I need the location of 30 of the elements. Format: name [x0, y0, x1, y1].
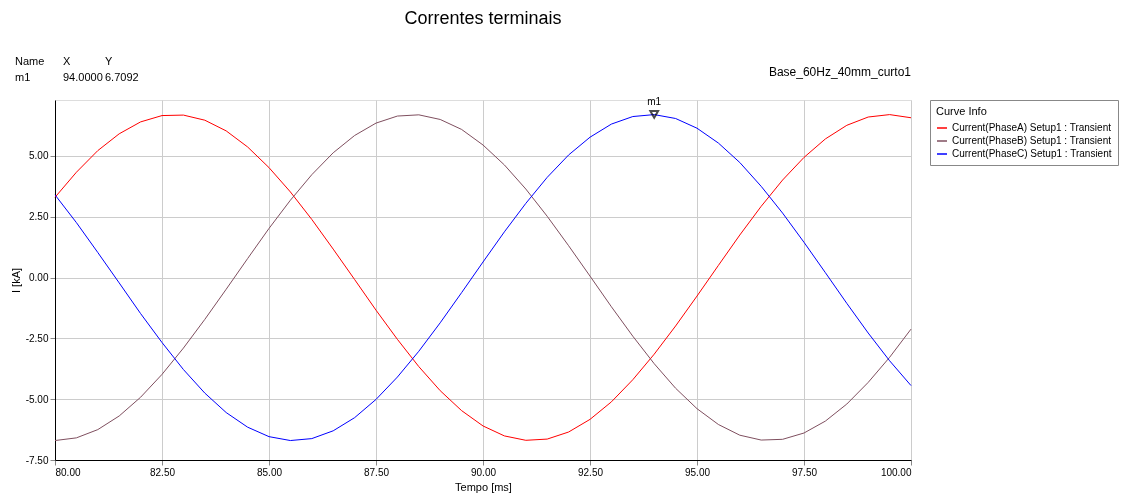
y-tick-label: 0.00 — [29, 272, 49, 284]
legend-label: Current(PhaseA) Setup1 : Transient — [952, 122, 1112, 133]
x-tick-label: 80.00 — [55, 466, 81, 478]
y-tick-label: 5.00 — [29, 150, 49, 162]
x-tick-label: 85.00 — [256, 466, 283, 478]
y-axis-title: I [kA] — [9, 267, 22, 294]
legend-title: Curve Info — [936, 105, 987, 117]
annotation: m1 — [647, 96, 662, 108]
chart-title: Correntes terminais — [404, 8, 562, 28]
y-tick-label: -5.00 — [25, 393, 49, 405]
x-tick-label: 87.50 — [363, 466, 390, 478]
x-tick-label: 97.50 — [791, 466, 818, 478]
text: Base_60Hz_40mm_curto1 — [768, 65, 912, 79]
legend-label: Current(PhaseB) Setup1 : Transient — [952, 135, 1112, 146]
x-tick-label: 90.00 — [470, 466, 497, 478]
text: 94.0000 — [63, 71, 103, 83]
x-tick-label: 92.50 — [577, 466, 604, 478]
x-tick-label: 95.00 — [684, 466, 711, 478]
y-tick-label: -2.50 — [25, 332, 49, 344]
text: m1 — [15, 71, 31, 83]
text: Name — [15, 55, 45, 67]
text: 6.7092 — [105, 71, 139, 83]
y-tick-label: 2.50 — [29, 211, 49, 223]
text: X — [63, 55, 71, 67]
x-tick-label: 100.00 — [880, 466, 912, 478]
x-tick-label: 82.50 — [149, 466, 176, 478]
y-tick-label: -7.50 — [25, 454, 49, 466]
x-axis-title: Tempo [ms] — [455, 480, 512, 493]
legend-label: Current(PhaseC) Setup1 : Transient — [952, 148, 1112, 159]
text: Y — [105, 55, 113, 67]
